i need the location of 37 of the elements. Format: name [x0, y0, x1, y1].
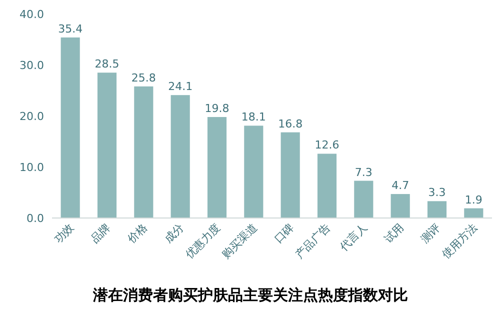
data-label: 25.8 — [131, 71, 156, 84]
y-tick-label: 40.0 — [20, 8, 44, 21]
bar — [170, 95, 190, 218]
bar — [354, 180, 374, 218]
data-label: 18.1 — [241, 110, 266, 124]
x-tick-label: 试用 — [382, 220, 406, 246]
text: 潜在消费者购买护肤品主要关注点热度指数对比 — [92, 286, 408, 304]
data-label: 28.5 — [94, 58, 120, 71]
bar — [280, 132, 300, 218]
bar — [317, 154, 337, 218]
y-tick-label: 20.0 — [20, 110, 44, 123]
x-tick-label: 购买渠道 — [219, 220, 260, 262]
bar — [134, 86, 154, 218]
bar — [427, 201, 447, 218]
x-tick-label: 代言人 — [336, 220, 370, 254]
bar — [60, 37, 80, 218]
data-label: 12.6 — [314, 138, 340, 152]
data-label: 3.3 — [428, 186, 446, 200]
bar — [464, 208, 484, 218]
data-label: 7.3 — [354, 166, 372, 179]
data-label: 1.9 — [464, 193, 482, 206]
data-label: 35.4 — [58, 22, 83, 36]
data-label: 16.8 — [278, 117, 303, 130]
data-label: 4.7 — [392, 179, 410, 192]
x-tick-label: 功效 — [52, 220, 76, 246]
x-tick-label: 品牌 — [88, 220, 114, 246]
data-label: 19.8 — [204, 102, 230, 116]
data-label: 24.1 — [168, 80, 193, 94]
bar — [207, 117, 227, 218]
x-tick-label: 价格 — [124, 220, 150, 246]
bar — [390, 194, 410, 218]
y-tick-label: 10.0 — [20, 161, 44, 174]
bar — [97, 72, 117, 218]
y-tick-label: 0.0 — [26, 212, 44, 225]
bar — [244, 126, 264, 218]
y-tick-label: 30.0 — [20, 59, 44, 72]
x-tick-label: 成分 — [162, 220, 186, 246]
